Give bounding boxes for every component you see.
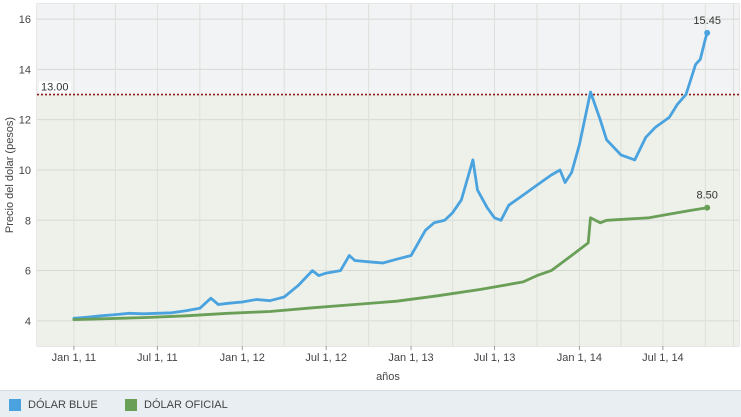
- x-tick-label: Jul 1, 13: [474, 352, 516, 364]
- legend-label-dolar-oficial: DÓLAR OFICIAL: [144, 399, 228, 411]
- series-line-dolar-blue: [72, 31, 709, 320]
- x-tick-label: Jan 1, 12: [220, 352, 265, 364]
- legend-item-dolar-oficial[interactable]: DÓLAR OFICIAL: [125, 398, 228, 412]
- legend-swatch-dolar-blue: [9, 399, 21, 411]
- reference-band-upper: [37, 4, 739, 95]
- chart-container: 4 6 8 10 12 14 16 Jan 1, 11 Jul 1, 11 Jan 1, 12 Ju…: [4, 3, 740, 383]
- x-tick-label: Jul 1, 14: [642, 352, 684, 364]
- x-tick-label: Jul 1, 11: [137, 352, 178, 364]
- x-tick-label: Jan 1, 13: [388, 352, 433, 364]
- legend-item-dolar-blue[interactable]: DÓLAR BLUE: [9, 398, 98, 412]
- end-point-dolar-blue: [704, 29, 711, 36]
- end-label-dolar-oficial: 8.50: [696, 190, 717, 202]
- y-tick-label: 14: [19, 64, 31, 76]
- x-tick-label: Jul 1, 12: [305, 352, 347, 364]
- y-tick-label: 4: [25, 316, 31, 328]
- end-point-dolar-oficial: [704, 204, 711, 211]
- end-label-dolar-blue: 15.45: [693, 15, 721, 27]
- x-tick-label: Jan 1, 14: [557, 352, 602, 364]
- y-tick-label: 10: [19, 165, 31, 177]
- y-tick-label: 8: [25, 215, 31, 227]
- x-tick-label: Jan 1, 11: [52, 352, 96, 364]
- y-tick-label: 12: [19, 115, 31, 127]
- reference-label-bg: [39, 81, 71, 93]
- y-axis-title: Precio del dolar (pesos): [4, 117, 16, 233]
- x-axis-title: años: [376, 371, 400, 383]
- legend-label-dolar-blue: DÓLAR BLUE: [28, 399, 98, 411]
- reference-line-label: 13.00: [41, 82, 69, 94]
- chart-legend: DÓLAR BLUE DÓLAR OFICIAL: [0, 390, 741, 417]
- y-tick-label: 6: [25, 266, 31, 278]
- line-chart: 4 6 8 10 12 14 16 Jan 1, 11 Jul 1, 11 Jan 1, 12 Ju…: [4, 3, 740, 383]
- legend-swatch-dolar-oficial: [125, 399, 137, 411]
- series-line-dolar-oficial: [72, 206, 709, 322]
- y-tick-label: 16: [19, 14, 31, 26]
